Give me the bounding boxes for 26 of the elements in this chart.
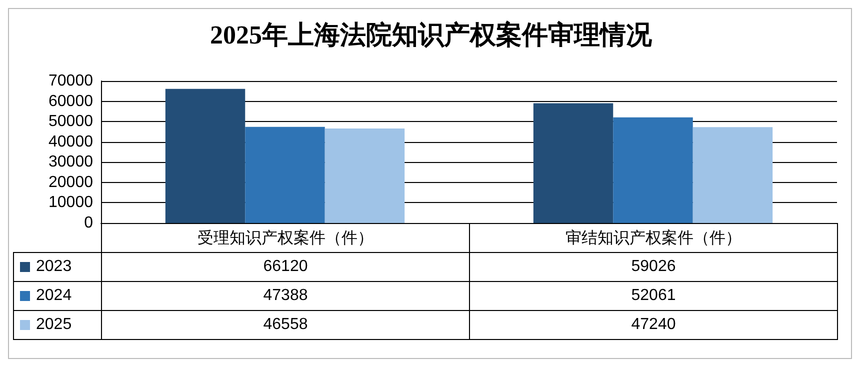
legend-label: 2023 [36,258,72,276]
bar [245,126,325,223]
data-label: 66120 [101,252,470,282]
y-tick-label: 0 [84,214,94,232]
data-label: 46558 [101,310,470,340]
bar [165,88,246,223]
y-tick-label: 40000 [48,133,94,150]
data-label: 47240 [469,310,838,340]
y-tick-label: 10000 [48,194,94,212]
chart-title: 2025年上海法院知识产权案件审理情况 [210,20,653,50]
y-tick-label: 20000 [48,174,94,191]
bar [324,128,405,223]
y-tick-label: 30000 [48,154,94,171]
data-label: 52061 [469,281,838,311]
bar [533,103,614,223]
bar [692,127,773,223]
x-tick-label: 受理知识产权案件（件） [101,223,470,253]
y-tick-label: 60000 [48,92,94,110]
bar [613,117,693,223]
legend-label: 2025 [36,316,72,334]
y-tick-label: 70000 [48,72,94,90]
data-label: 47388 [101,281,470,311]
y-tick-label: 50000 [48,113,94,130]
legend-label: 2024 [36,287,72,305]
x-tick-label: 审结知识产权案件（件） [469,223,838,253]
data-label: 59026 [469,252,838,282]
